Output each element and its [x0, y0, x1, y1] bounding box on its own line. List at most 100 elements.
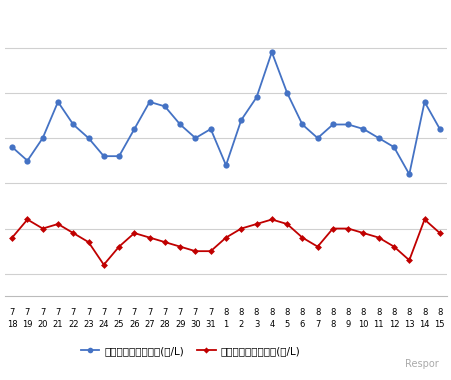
Text: 8: 8: [223, 308, 228, 317]
レギュラー実売価格(円/L): [360, 231, 365, 235]
Legend: レギュラー看板価格(円/L), レギュラー実売価格(円/L): レギュラー看板価格(円/L), レギュラー実売価格(円/L): [76, 342, 304, 360]
Text: 14: 14: [419, 320, 429, 329]
レギュラー実売価格(円/L): [101, 263, 106, 267]
Text: 8: 8: [284, 308, 289, 317]
レギュラー看板価格(円/L): [253, 95, 259, 100]
レギュラー看板価格(円/L): [436, 127, 442, 131]
Text: 13: 13: [403, 320, 414, 329]
レギュラー看板価格(円/L): [9, 145, 15, 149]
レギュラー実売価格(円/L): [162, 240, 167, 244]
Text: 8: 8: [238, 308, 244, 317]
レギュラー看板価格(円/L): [101, 154, 106, 158]
Text: 11: 11: [373, 320, 383, 329]
Text: 8: 8: [421, 308, 426, 317]
レギュラー看板価格(円/L): [299, 122, 304, 127]
レギュラー看板価格(円/L): [40, 136, 45, 140]
Text: 8: 8: [330, 320, 335, 329]
Text: 8: 8: [314, 308, 320, 317]
Text: 7: 7: [147, 308, 152, 317]
レギュラー実売価格(円/L): [268, 217, 274, 222]
Text: 7: 7: [116, 308, 121, 317]
レギュラー看板価格(円/L): [284, 90, 289, 95]
Text: 7: 7: [207, 308, 213, 317]
Text: 7: 7: [162, 308, 167, 317]
Text: 23: 23: [83, 320, 94, 329]
レギュラー実売価格(円/L): [25, 217, 30, 222]
Text: 7: 7: [9, 308, 15, 317]
レギュラー実売価格(円/L): [436, 231, 442, 235]
Text: 7: 7: [101, 308, 106, 317]
Text: 7: 7: [25, 308, 30, 317]
レギュラー看板価格(円/L): [25, 158, 30, 163]
レギュラー看板価格(円/L): [116, 154, 121, 158]
Text: 7: 7: [192, 308, 198, 317]
Text: 10: 10: [358, 320, 368, 329]
Line: レギュラー看板価格(円/L): レギュラー看板価格(円/L): [9, 49, 442, 177]
レギュラー実売価格(円/L): [70, 231, 76, 235]
レギュラー実売価格(円/L): [421, 217, 426, 222]
レギュラー看板価格(円/L): [406, 172, 411, 177]
レギュラー看板価格(円/L): [238, 118, 244, 122]
Text: 2: 2: [238, 320, 244, 329]
Text: 7: 7: [70, 308, 76, 317]
Text: 7: 7: [86, 308, 91, 317]
Text: 22: 22: [68, 320, 78, 329]
レギュラー看板価格(円/L): [360, 127, 365, 131]
レギュラー看板価格(円/L): [314, 136, 320, 140]
Line: レギュラー実売価格(円/L): レギュラー実売価格(円/L): [10, 217, 441, 267]
Text: 7: 7: [131, 308, 137, 317]
レギュラー実売価格(円/L): [223, 235, 228, 240]
Text: 8: 8: [330, 308, 335, 317]
レギュラー看板価格(円/L): [391, 145, 396, 149]
レギュラー実売価格(円/L): [299, 235, 304, 240]
Text: 26: 26: [129, 320, 139, 329]
Text: 18: 18: [7, 320, 18, 329]
Text: 5: 5: [284, 320, 289, 329]
レギュラー看板価格(円/L): [223, 163, 228, 168]
レギュラー実売価格(円/L): [253, 222, 259, 226]
Text: 8: 8: [406, 308, 411, 317]
レギュラー看板価格(円/L): [268, 50, 274, 54]
Text: 8: 8: [436, 308, 442, 317]
Text: 27: 27: [144, 320, 155, 329]
Text: 8: 8: [299, 308, 304, 317]
レギュラー看板価格(円/L): [345, 122, 350, 127]
レギュラー看板価格(円/L): [177, 122, 183, 127]
レギュラー実売価格(円/L): [238, 226, 244, 231]
Text: 1: 1: [223, 320, 228, 329]
レギュラー実売価格(円/L): [192, 249, 198, 253]
Text: 19: 19: [22, 320, 32, 329]
レギュラー実売価格(円/L): [9, 235, 15, 240]
Text: 7: 7: [40, 308, 45, 317]
Text: 21: 21: [53, 320, 63, 329]
レギュラー看板価格(円/L): [375, 136, 381, 140]
Text: 15: 15: [433, 320, 444, 329]
Text: 24: 24: [98, 320, 109, 329]
Text: 6: 6: [299, 320, 304, 329]
レギュラー実売価格(円/L): [40, 226, 45, 231]
レギュラー看板価格(円/L): [70, 122, 76, 127]
レギュラー実売価格(円/L): [55, 222, 60, 226]
Text: 29: 29: [175, 320, 185, 329]
Text: 4: 4: [269, 320, 274, 329]
Text: 3: 3: [253, 320, 259, 329]
レギュラー看板価格(円/L): [330, 122, 335, 127]
レギュラー実売価格(円/L): [86, 240, 91, 244]
Text: 8: 8: [375, 308, 381, 317]
レギュラー看板価格(円/L): [55, 100, 60, 104]
Text: 8: 8: [268, 308, 274, 317]
レギュラー実売価格(円/L): [406, 258, 411, 263]
Text: 7: 7: [314, 320, 320, 329]
レギュラー実売価格(円/L): [284, 222, 289, 226]
レギュラー看板価格(円/L): [421, 100, 426, 104]
Text: 12: 12: [388, 320, 398, 329]
レギュラー実売価格(円/L): [131, 231, 137, 235]
レギュラー実売価格(円/L): [375, 235, 381, 240]
Text: 30: 30: [190, 320, 200, 329]
レギュラー実売価格(円/L): [330, 226, 335, 231]
レギュラー看板価格(円/L): [192, 136, 198, 140]
Text: 25: 25: [114, 320, 124, 329]
レギュラー看板価格(円/L): [162, 104, 167, 109]
レギュラー実売価格(円/L): [391, 244, 396, 249]
レギュラー看板価格(円/L): [86, 136, 91, 140]
